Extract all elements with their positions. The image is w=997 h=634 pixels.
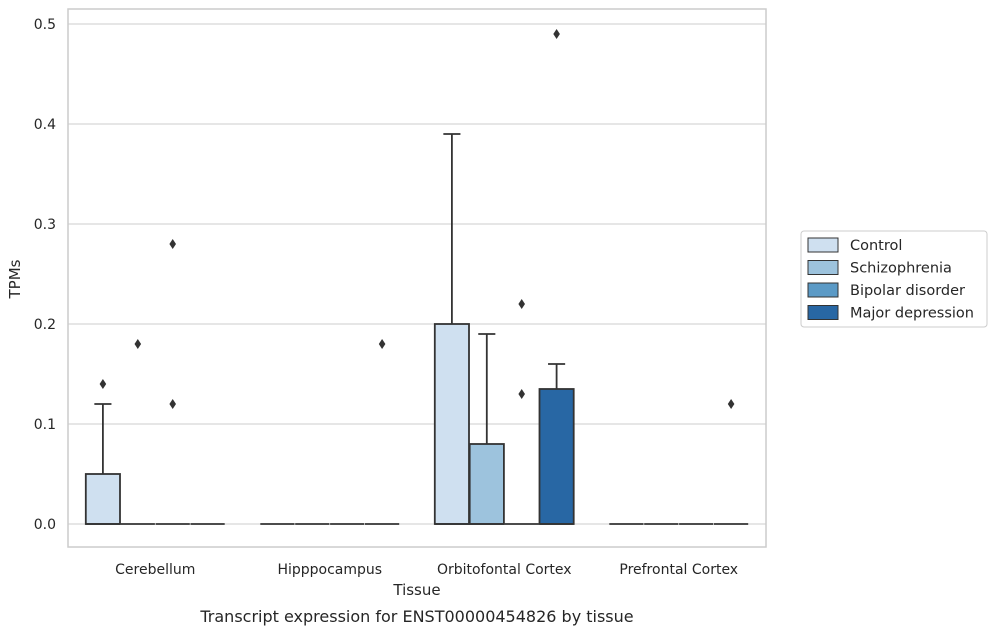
- plot-border: [67, 8, 767, 548]
- legend-label: Major depression: [850, 306, 974, 322]
- outlier-point: [169, 399, 176, 409]
- legend-swatch: [807, 305, 839, 320]
- series-major-depression: [190, 29, 749, 525]
- x-tick-label: Hipppocampus: [277, 562, 382, 578]
- grid-lines: [68, 23, 766, 525]
- legend-swatch: [807, 282, 839, 298]
- y-tick-label: 0.4: [34, 117, 56, 133]
- chart-caption: Transcript expression for ENST0000045482…: [199, 607, 633, 626]
- x-axis-label: Tissue: [392, 581, 440, 599]
- outlier-point: [518, 299, 525, 309]
- box: [538, 29, 575, 525]
- legend-swatch: [807, 237, 839, 253]
- outlier-point: [553, 29, 560, 39]
- outlier-point: [134, 339, 142, 349]
- series-control: [84, 133, 644, 525]
- x-axis-ticks: Cerebellum Hipppocampus Orbitofontal Corte…: [115, 562, 738, 578]
- x-tick-label: Prefrontal Cortex: [619, 562, 738, 578]
- box: [84, 379, 121, 525]
- box: [713, 399, 749, 525]
- y-tick-label: 0.1: [34, 417, 56, 433]
- outlier-point: [378, 339, 386, 349]
- legend-label: Control: [850, 238, 902, 254]
- box: [433, 133, 470, 525]
- box-body: [84, 473, 121, 525]
- box: [155, 239, 190, 525]
- box: [364, 339, 400, 525]
- outlier-point: [518, 389, 525, 399]
- box-body: [538, 388, 575, 525]
- y-tick-label: 0.5: [34, 17, 56, 33]
- y-axis-ticks: 0.0 0.1 0.2 0.3 0.4 0.5: [34, 17, 56, 533]
- y-tick-label: 0.2: [34, 317, 56, 333]
- outlier-point: [169, 239, 176, 249]
- box: [468, 333, 505, 525]
- series-bipolar-disorder: [155, 239, 714, 525]
- outlier-point: [99, 379, 107, 389]
- box: [504, 299, 539, 525]
- legend-label: Schizophrenia: [850, 261, 952, 277]
- box-body: [433, 323, 470, 525]
- legend-swatch: [807, 260, 839, 275]
- y-tick-label: 0.0: [34, 517, 56, 533]
- x-tick-label: Cerebellum: [115, 562, 195, 578]
- legend-label: Bipolar disorder: [850, 283, 965, 299]
- series-schizophrenia: [120, 333, 679, 525]
- box-series: [84, 29, 749, 525]
- box-body: [468, 443, 505, 525]
- outlier-point: [727, 399, 735, 409]
- box: [120, 339, 155, 525]
- y-tick-label: 0.3: [34, 217, 56, 233]
- legend-frame: [800, 230, 988, 328]
- y-axis-label: TPMs: [6, 259, 24, 299]
- x-tick-label: Orbitofontal Cortex: [437, 562, 572, 578]
- legend: Control Schizophrenia Bipolar disorder Majo…: [800, 230, 988, 328]
- plot-frame: [67, 8, 767, 548]
